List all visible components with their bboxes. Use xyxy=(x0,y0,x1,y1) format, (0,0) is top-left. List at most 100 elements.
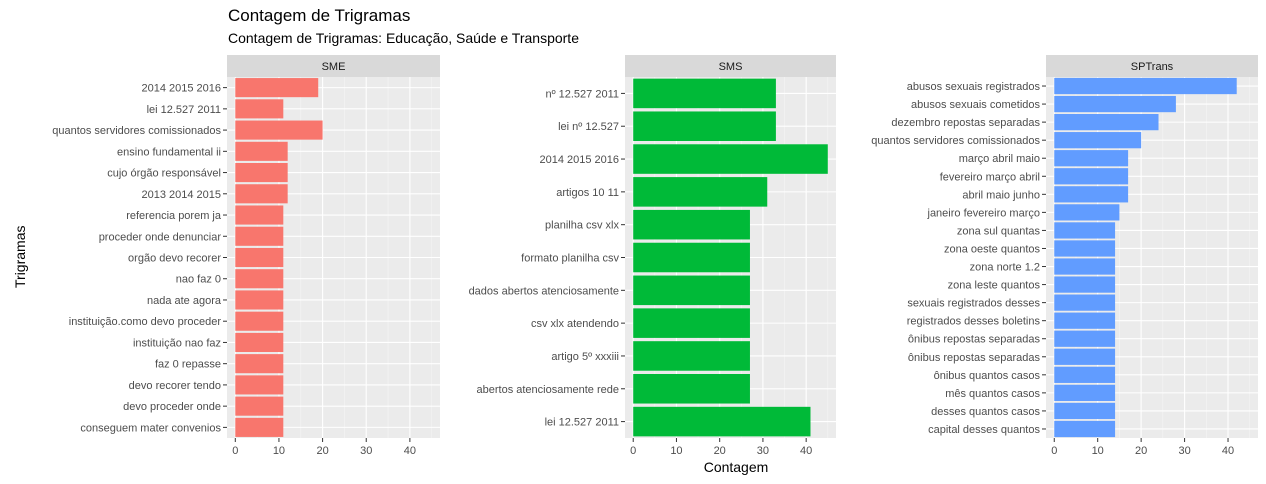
category-label: dezembro repostas separadas xyxy=(891,117,1040,129)
category-label: ônibus repostas separadas xyxy=(908,334,1041,346)
x-tick-label: 10 xyxy=(670,445,682,457)
bar xyxy=(235,375,284,395)
bar xyxy=(633,209,750,240)
bar xyxy=(1054,77,1237,95)
category-label: formato planilha csv xyxy=(521,253,619,265)
bar xyxy=(235,120,323,140)
category-label: quantos servidores comissionados xyxy=(871,135,1040,147)
bar xyxy=(1054,276,1116,293)
category-label: proceder onde denunciar xyxy=(99,231,222,243)
category-label: mês quantos casos xyxy=(945,388,1040,400)
x-tick-label: 0 xyxy=(1051,445,1057,457)
category-label: lei 12.527 2011 xyxy=(545,417,619,429)
bar xyxy=(235,354,284,374)
x-tick-label: 30 xyxy=(1178,445,1190,457)
category-label: lei 12.527 2011 xyxy=(147,104,221,116)
bar xyxy=(235,99,284,119)
bar xyxy=(633,341,750,371)
category-label: abusos sexuais registrados xyxy=(907,81,1041,93)
category-label: artigo 5º xxxiii xyxy=(551,351,619,363)
chart-subtitle: Contagem de Trigramas: Educação, Saúde e… xyxy=(228,30,579,46)
bar xyxy=(633,242,750,273)
category-label: instituição.como devo proceder xyxy=(69,316,222,328)
bar xyxy=(1054,348,1116,365)
category-label: abusos sexuais cometidos xyxy=(911,99,1041,111)
bar xyxy=(1054,330,1116,347)
facet-strip xyxy=(227,55,440,77)
category-label: nº 12.527 2011 xyxy=(545,88,619,100)
category-label: devo proceder onde xyxy=(123,401,221,413)
bar xyxy=(1054,258,1116,275)
category-label: 2014 2015 2016 xyxy=(539,154,619,166)
bar xyxy=(235,163,288,183)
x-tick-label: 20 xyxy=(1135,445,1147,457)
category-label: lei nº 12.527 xyxy=(558,121,619,133)
bar xyxy=(633,111,776,141)
category-label: abril maio junho xyxy=(962,189,1040,201)
category-label: cujo órgão responsável xyxy=(107,168,221,180)
bar xyxy=(633,177,768,207)
x-tick-label: 0 xyxy=(630,445,636,457)
bar xyxy=(1054,420,1116,438)
category-label: janeiro fevereiro março xyxy=(927,207,1041,219)
bar xyxy=(1054,366,1116,383)
bar xyxy=(633,144,828,174)
category-label: referencia porem ja xyxy=(126,210,222,222)
x-tick-label: 20 xyxy=(714,445,726,457)
x-tick-label: 40 xyxy=(404,445,416,457)
bar xyxy=(1054,114,1159,131)
bar xyxy=(235,184,288,204)
category-label: dados abertos atenciosamente xyxy=(469,285,619,297)
category-label: zona oeste quantos xyxy=(944,243,1041,255)
category-label: registrados desses boletins xyxy=(907,316,1041,328)
bar xyxy=(235,141,288,161)
category-label: conseguem mater convenios xyxy=(80,422,221,434)
bar xyxy=(235,205,284,225)
category-label: ensino fundamental ii xyxy=(117,146,221,158)
category-label: capital desses quantos xyxy=(928,424,1040,436)
bar xyxy=(1054,168,1129,185)
bar xyxy=(235,311,284,331)
category-label: faz 0 repasse xyxy=(155,359,221,371)
x-tick-label: 10 xyxy=(273,445,285,457)
category-label: abertos atenciosamente rede xyxy=(477,384,619,396)
panel-background xyxy=(1046,77,1258,438)
category-label: nao faz 0 xyxy=(176,274,221,286)
bar xyxy=(1054,402,1116,420)
facet-strip xyxy=(1046,55,1258,77)
x-axis-label: Contagem xyxy=(703,459,769,475)
x-tick-label: 0 xyxy=(232,445,238,457)
category-label: planilha csv xlx xyxy=(545,220,619,232)
category-label: ônibus repostas separadas xyxy=(908,352,1041,364)
x-tick-label: 40 xyxy=(1222,445,1234,457)
bar xyxy=(1054,222,1116,239)
category-label: zona sul quantas xyxy=(957,225,1041,237)
bar xyxy=(633,406,811,437)
bar xyxy=(235,269,284,289)
category-label: nada ate agora xyxy=(147,295,222,307)
bar xyxy=(633,308,750,338)
bar xyxy=(235,332,284,352)
category-label: desses quantos casos xyxy=(931,406,1040,418)
category-label: sexuais registrados desses xyxy=(907,298,1040,310)
category-label: fevereiro março abril xyxy=(940,171,1040,183)
bar xyxy=(1054,384,1116,401)
x-tick-label: 20 xyxy=(316,445,328,457)
bar xyxy=(235,247,284,268)
bar xyxy=(235,78,319,98)
category-label: devo recorer tendo xyxy=(129,380,221,392)
bar xyxy=(633,275,750,306)
x-tick-label: 30 xyxy=(360,445,372,457)
category-label: instituição nao faz xyxy=(133,337,221,349)
bar xyxy=(1054,240,1116,257)
category-label: zona norte 1.2 xyxy=(970,262,1040,274)
bar xyxy=(633,78,776,109)
x-tick-label: 10 xyxy=(1092,445,1104,457)
facet-strip-label: SPTrans xyxy=(1131,61,1174,73)
bar xyxy=(235,417,284,437)
bar xyxy=(1054,150,1129,167)
facet-strip-label: SME xyxy=(322,61,346,73)
facet-strip-label: SMS xyxy=(719,61,743,73)
x-tick-label: 40 xyxy=(800,445,812,457)
